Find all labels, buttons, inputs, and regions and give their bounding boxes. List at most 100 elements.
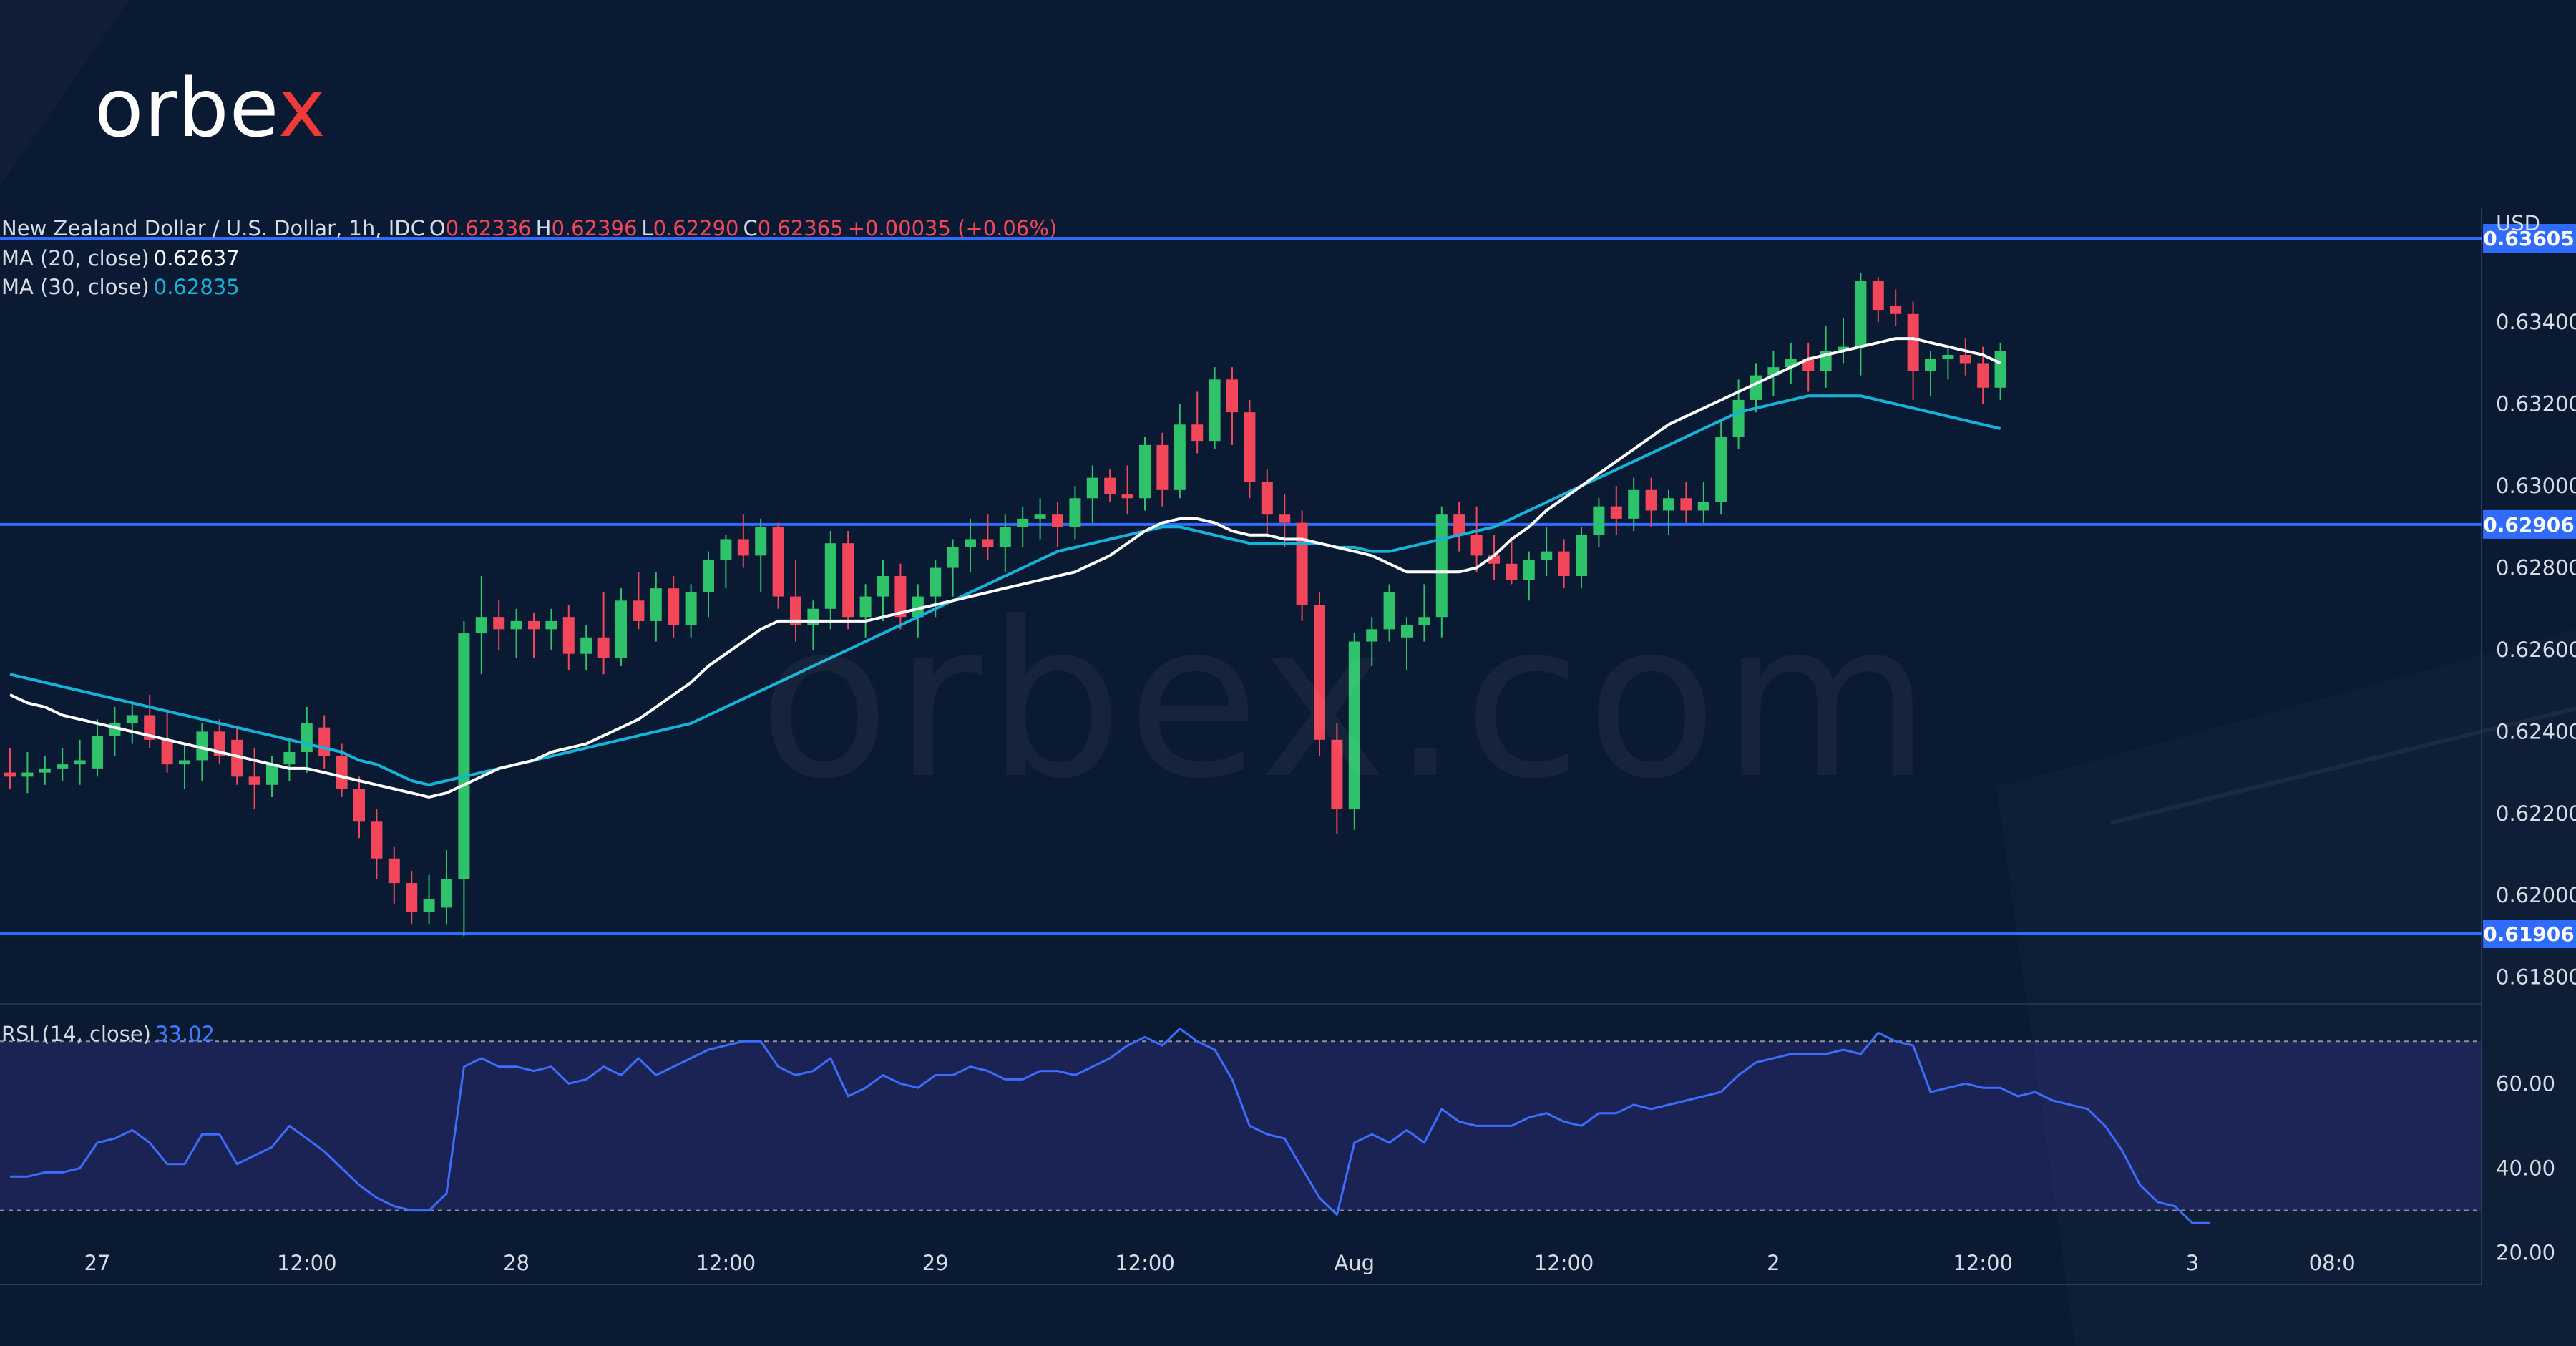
candle-body <box>493 617 505 630</box>
price-tick-label: 0.63200 <box>2496 392 2576 416</box>
candle-body <box>353 789 365 822</box>
candle-body <box>1506 563 1518 580</box>
candle-body <box>1925 359 1936 371</box>
candle-body <box>772 527 784 597</box>
candle-body <box>1244 412 1256 482</box>
candle-body <box>1994 351 2006 388</box>
candle-body <box>283 751 296 765</box>
rsi-tick-label: 60.00 <box>2496 1071 2555 1096</box>
candle-body <box>1785 359 1797 368</box>
symbol-legend: New Zealand Dollar / U.S. Dollar, 1h, ID… <box>1 216 1061 240</box>
candle-body <box>1558 551 1570 576</box>
time-tick-label: 08:0 <box>2309 1251 2356 1275</box>
price-tick-label: 0.61800 <box>2496 965 2576 990</box>
candle-body <box>1069 498 1081 527</box>
candle-body <box>388 858 400 884</box>
currency-label: USD <box>2496 211 2540 235</box>
candle-body <box>720 539 732 560</box>
candle-body <box>580 637 592 654</box>
candle-body <box>1121 494 1133 499</box>
candle-body <box>1715 437 1727 502</box>
candle-body <box>1366 629 1378 642</box>
price-tick-label: 0.62600 <box>2496 638 2576 662</box>
candle-body <box>1470 535 1483 556</box>
rsi-band <box>0 1041 2482 1211</box>
candle-body <box>1680 498 1692 511</box>
candle-body <box>39 768 51 773</box>
time-tick-label: 12:00 <box>1534 1251 1594 1275</box>
candle-body <box>597 637 610 658</box>
open-value: 0.62336 <box>445 216 532 240</box>
ma20-value: 0.62637 <box>153 246 240 270</box>
candle-body <box>1977 363 1989 388</box>
candle-body <box>1890 306 1902 314</box>
candle-body <box>1750 375 1762 400</box>
close-value: 0.62365 <box>757 216 844 240</box>
corner-decoration-line <box>2110 706 2576 825</box>
candle-body <box>318 727 331 756</box>
candle-body <box>737 539 749 556</box>
candle-body <box>161 739 173 765</box>
candle-body <box>1610 506 1622 519</box>
candle-body <box>475 617 487 634</box>
candle-body <box>1017 518 1029 527</box>
change-value: +0.00035 (+0.06%) <box>847 216 1058 240</box>
level-tag <box>2483 223 2576 253</box>
rsi-label: RSI (14, close) <box>1 1022 151 1046</box>
candle-body <box>371 821 383 859</box>
candle-body <box>859 596 872 618</box>
candle-body <box>57 764 69 769</box>
price-tick-label: 0.62000 <box>2496 883 2576 907</box>
time-tick-label: 3 <box>2186 1251 2199 1275</box>
candle-body <box>1226 379 1238 413</box>
level-tag <box>2483 920 2576 949</box>
time-tick-label: 28 <box>503 1251 530 1275</box>
candle-body <box>842 543 854 618</box>
candle-body <box>965 539 976 547</box>
rsi-line <box>10 1028 2210 1224</box>
candle-body <box>21 772 34 777</box>
close-label: C <box>743 216 758 240</box>
candle-body <box>1802 359 1815 371</box>
candles-group <box>4 273 2006 937</box>
candle-body <box>650 588 662 621</box>
ma30-value: 0.62835 <box>153 275 240 299</box>
candle-body <box>1418 617 1430 625</box>
candle-body <box>1838 346 1849 351</box>
candle-body <box>545 620 557 630</box>
price-tick-label: 0.63400 <box>2496 310 2576 334</box>
candle-body <box>703 560 714 592</box>
candle-body <box>1453 514 1465 535</box>
candle-body <box>1488 555 1500 564</box>
candle-body <box>912 596 924 618</box>
corner-decoration <box>1996 630 2576 1346</box>
ma20-line <box>9 337 2001 799</box>
candle-body <box>668 588 680 625</box>
candle-body <box>1523 560 1535 580</box>
candle-body <box>1732 399 1745 437</box>
ma20-label: MA (20, close) <box>1 246 150 270</box>
price-tick-label: 0.62200 <box>2496 801 2576 826</box>
candle-body <box>1086 477 1098 499</box>
candle-body <box>877 575 889 597</box>
time-tick-label: Aug <box>1334 1251 1375 1275</box>
price-tick-label: 0.62800 <box>2496 556 2576 580</box>
candle-body <box>1576 535 1587 576</box>
rsi-tick-label: 40.00 <box>2496 1156 2555 1181</box>
candle-body <box>423 899 435 912</box>
ma20-legend: MA (20, close) 0.62637 <box>1 246 244 270</box>
candle-body <box>92 736 103 769</box>
time-tick-label: 12:00 <box>1953 1251 2013 1275</box>
candle-body <box>1034 514 1046 519</box>
time-tick-label: 12:00 <box>696 1251 756 1275</box>
candle-body <box>1907 313 1919 371</box>
candle-body <box>510 620 522 630</box>
candle-body <box>1191 424 1204 442</box>
candle-body <box>894 575 907 618</box>
ma30-label: MA (30, close) <box>1 275 150 299</box>
orbex-logo: orbex <box>94 69 326 149</box>
candle-body <box>1383 592 1395 630</box>
high-value: 0.62396 <box>551 216 638 240</box>
level-tag-label: 0.61906 <box>2483 922 2575 946</box>
